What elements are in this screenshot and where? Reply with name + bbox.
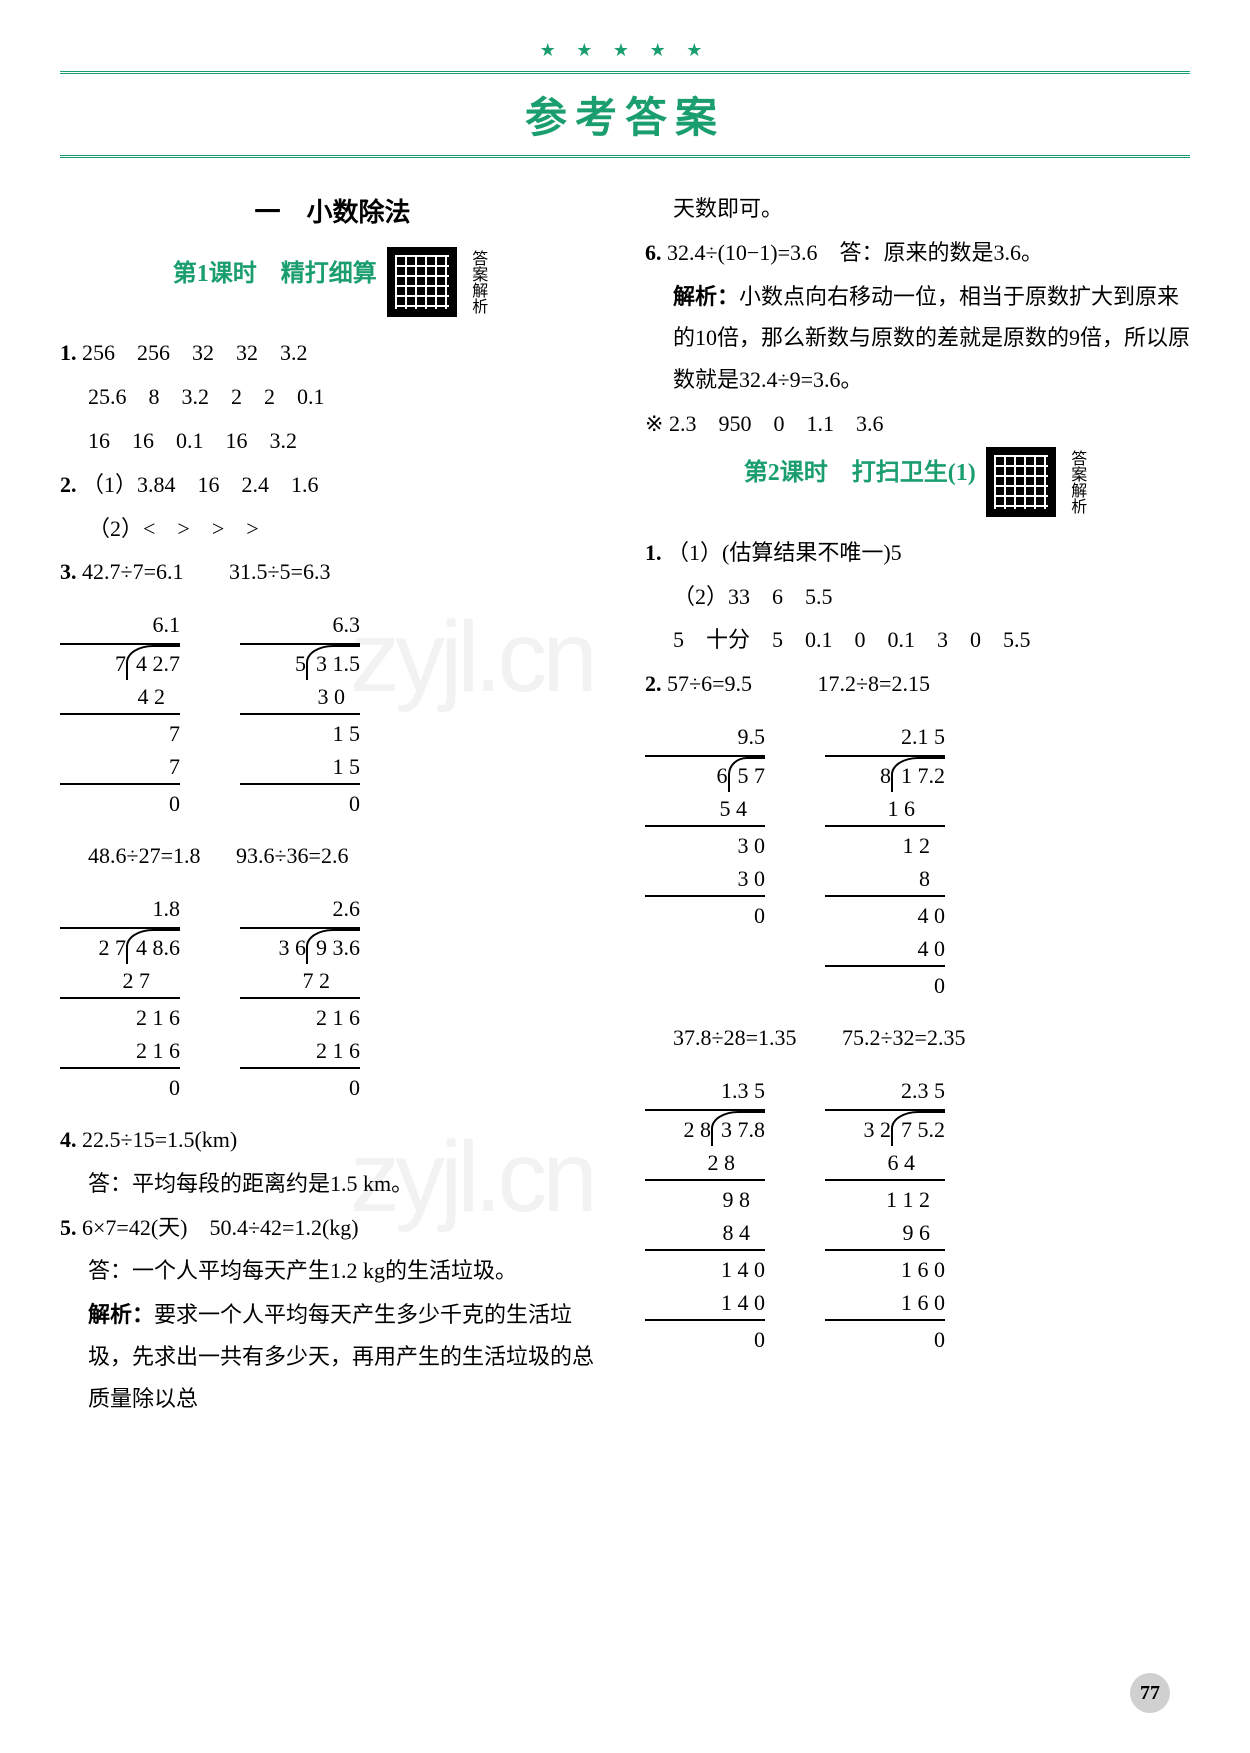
division-row-1: 6.1 74 2.7 4 2 7 7 0 6.3 53 1.5 3 0 1 5 …	[60, 608, 605, 820]
division-row-2: 1.8 2 74 8.6 2 7 2 1 6 2 1 6 0 2.6 3 69 …	[60, 892, 605, 1104]
star-problem: ※ 2.3 950 0 1.1 3.6	[645, 403, 1190, 445]
long-division-3: 1.8 2 74 8.6 2 7 2 1 6 2 1 6 0	[60, 892, 180, 1104]
r-division-row-1: 9.5 65 7 5 4 3 0 3 0 0 2.1 5 81 7.2 1 6 …	[645, 720, 1190, 1002]
problem-3: 3. 42.7÷7=6.1 31.5÷5=6.3	[60, 551, 605, 593]
r-long-division-3: 1.3 5 2 83 7.8 2 8 9 8 8 4 1 4 0 1 4 0 0	[645, 1074, 765, 1356]
page-number: 77	[1130, 1673, 1170, 1713]
r-problem-1-line2: （2）33 6 5.5	[645, 576, 1190, 618]
problem-1-line3: 16 16 0.1 16 3.2	[60, 420, 605, 462]
qr-label: 答案解析	[462, 250, 492, 314]
problem-4: 4. 22.5÷15=1.5(km)	[60, 1119, 605, 1161]
qr-label-2: 答案解析	[1061, 450, 1091, 514]
lesson-header-2: 第2课时 打扫卫生(1) 答案解析	[645, 447, 1190, 517]
problem-6-analysis: 解析：小数点向右移动一位，相当于原数扩大到原来的10倍，那么新数与原数的差就是原…	[645, 276, 1190, 401]
r-division-row-2: 1.3 5 2 83 7.8 2 8 9 8 8 4 1 4 0 1 4 0 0…	[645, 1074, 1190, 1356]
chapter-title: 一 小数除法	[60, 188, 605, 237]
r-problem-1-line3: 5 十分 5 0.1 0 0.1 3 0 5.5	[645, 619, 1190, 661]
problem-2-line2: （2）< > > >	[60, 508, 605, 550]
problem-5-answer: 答：一个人平均每天产生1.2 kg的生活垃圾。	[60, 1250, 605, 1292]
long-division-1: 6.1 74 2.7 4 2 7 7 0	[60, 608, 180, 820]
page-header: ★ ★ ★ ★ ★ 参考答案	[60, 40, 1190, 158]
problem-1: 1. 256 256 32 32 3.2	[60, 332, 605, 374]
r-problem-1: 1. （1）(估算结果不唯一)5	[645, 532, 1190, 574]
qr-code-icon-2	[986, 447, 1056, 517]
lesson-header-1: 第1课时 精打细算 答案解析	[60, 247, 605, 317]
r-long-division-1: 9.5 65 7 5 4 3 0 3 0 0	[645, 720, 765, 1002]
left-column: 一 小数除法 第1课时 精打细算 答案解析 1. 256 256 32 32 3…	[60, 188, 605, 1422]
stars-decoration: ★ ★ ★ ★ ★	[60, 40, 1190, 61]
problem-3-eq3: 48.6÷27=1.8 93.6÷36=2.6	[60, 835, 605, 877]
problem-2: 2. （1）3.84 16 2.4 1.6	[60, 464, 605, 506]
content-area: 一 小数除法 第1课时 精打细算 答案解析 1. 256 256 32 32 3…	[60, 188, 1190, 1422]
r-long-division-2: 2.1 5 81 7.2 1 6 1 2 8 4 0 4 0 0	[825, 720, 945, 1002]
right-column: 天数即可。 6. 32.4÷(10−1)=3.6 答：原来的数是3.6。 解析：…	[645, 188, 1190, 1422]
problem-1-line2: 25.6 8 3.2 2 2 0.1	[60, 376, 605, 418]
problem-6: 6. 32.4÷(10−1)=3.6 答：原来的数是3.6。	[645, 232, 1190, 274]
problem-5: 5. 6×7=42(天) 50.4÷42=1.2(kg)	[60, 1207, 605, 1249]
qr-code-icon	[387, 247, 457, 317]
r-problem-2-eq3: 37.8÷28=1.35 75.2÷32=2.35	[645, 1017, 1190, 1059]
long-division-2: 6.3 53 1.5 3 0 1 5 1 5 0	[240, 608, 360, 820]
lesson-title-1: 第1课时 精打细算	[173, 252, 377, 298]
lesson-title-2: 第2课时 打扫卫生(1)	[744, 451, 976, 497]
problem-5-analysis: 解析：要求一个人平均每天产生多少千克的生活垃圾，先求出一共有多少天，再用产生的生…	[60, 1294, 605, 1419]
page-title: 参考答案	[60, 84, 1190, 145]
r-problem-2: 2. 57÷6=9.5 17.2÷8=2.15	[645, 663, 1190, 705]
continuation-text: 天数即可。	[645, 188, 1190, 230]
long-division-4: 2.6 3 69 3.6 7 2 2 1 6 2 1 6 0	[240, 892, 360, 1104]
problem-4-answer: 答：平均每段的距离约是1.5 km。	[60, 1163, 605, 1205]
r-long-division-4: 2.3 5 3 27 5.2 6 4 1 1 2 9 6 1 6 0 1 6 0…	[825, 1074, 945, 1356]
